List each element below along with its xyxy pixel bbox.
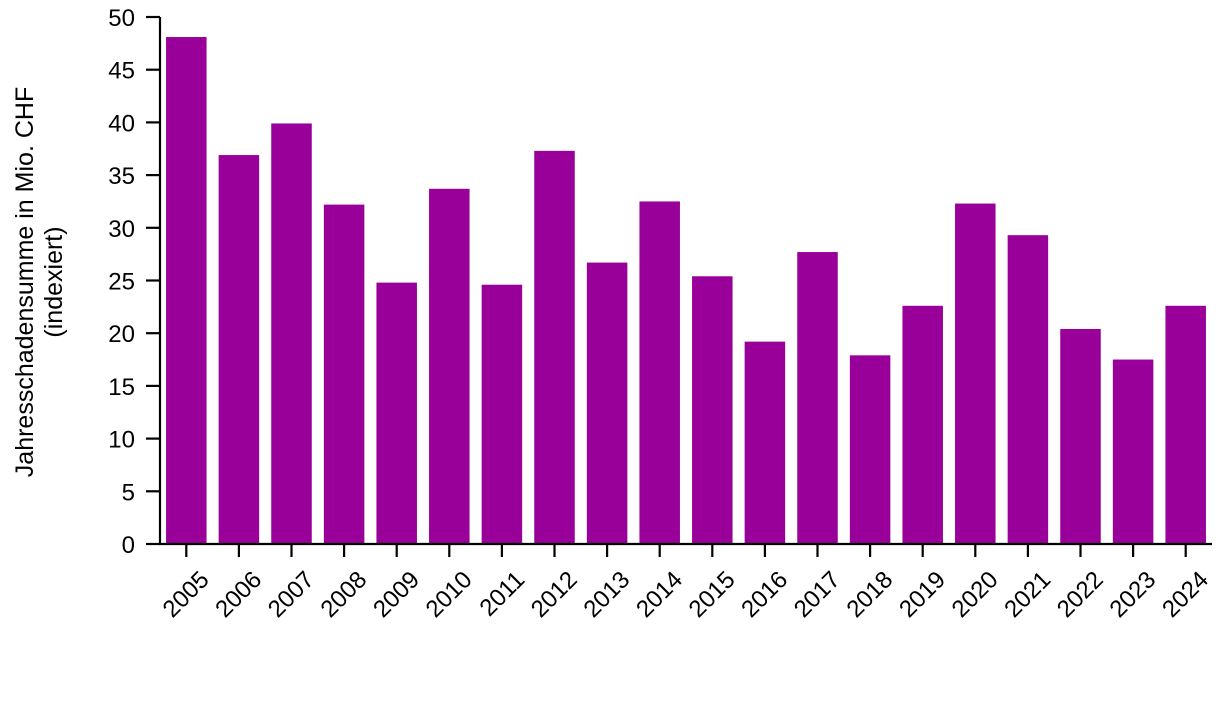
y-tick-label-15: 15 [108,374,135,401]
y-axis: 0 5 10 15 20 25 30 35 40 45 50 [108,5,162,559]
bar-2018 [849,355,891,544]
x-tick-label-2015: 2015 [684,566,741,623]
bar-2006 [218,155,260,544]
bar-2012 [534,150,575,544]
bars [166,37,1206,545]
bar-2016 [744,341,786,544]
x-tick-label-2007: 2007 [263,566,320,623]
y-tick-label-35: 35 [108,163,135,190]
x-tick-label-2021: 2021 [999,566,1056,623]
bar-2024 [1165,305,1206,544]
y-tick-label-5: 5 [122,479,135,506]
bar-2021 [1007,235,1049,545]
bar-2010 [429,188,470,544]
bar-2022 [1060,328,1101,544]
y-tick-label-50: 50 [108,5,135,32]
x-tick-label-2011: 2011 [475,566,531,622]
x-tick-label-2010: 2010 [421,566,478,623]
y-axis-label-line-1: Jahresschadensumme in Mio. CHF [11,87,39,477]
x-tick-label-2009: 2009 [368,566,425,623]
y-tick-label-20: 20 [108,321,135,348]
x-tick-label-2012: 2012 [526,566,583,623]
x-tick-label-2006: 2006 [210,566,267,623]
x-tick-label-2018: 2018 [841,566,898,623]
y-tick-label-45: 45 [108,58,135,85]
bar-2005 [166,37,207,544]
y-axis-label: Jahresschadensumme in Mio. CHF (indexier… [11,87,68,477]
x-tick-label-2022: 2022 [1052,566,1109,623]
x-tick-label-2016: 2016 [736,566,793,623]
bar-2011 [481,284,523,544]
x-tick-label-2019: 2019 [894,566,951,623]
y-tick-label-10: 10 [108,427,135,454]
y-tick-label-0: 0 [122,532,135,559]
x-axis: 2005200620072008200920102011201220132014… [158,542,1214,623]
bar-2023 [1112,359,1154,544]
y-tick-label-40: 40 [108,110,135,137]
x-tick-label-2023: 2023 [1104,566,1161,623]
x-tick-label-2014: 2014 [631,566,688,623]
bar-2007 [271,123,312,544]
bar-2019 [902,305,943,544]
bar-2009 [376,282,417,544]
x-tick-label-2013: 2013 [578,566,635,623]
bar-2013 [586,262,628,544]
bar-2008 [323,204,365,544]
y-tick-label-25: 25 [108,269,135,296]
x-tick-label-2008: 2008 [315,566,372,623]
x-tick-label-2005: 2005 [158,566,215,623]
x-tick-label-2024: 2024 [1157,566,1214,623]
bar-2017 [797,252,838,545]
y-tick-label-30: 30 [108,216,135,243]
x-tick-label-2017: 2017 [789,566,846,623]
x-tick-label-2020: 2020 [947,566,1004,623]
y-axis-label-line-2: (indexiert) [40,226,68,337]
bar-2015 [692,276,733,544]
bar-2020 [955,203,996,545]
bar-2014 [639,201,680,544]
